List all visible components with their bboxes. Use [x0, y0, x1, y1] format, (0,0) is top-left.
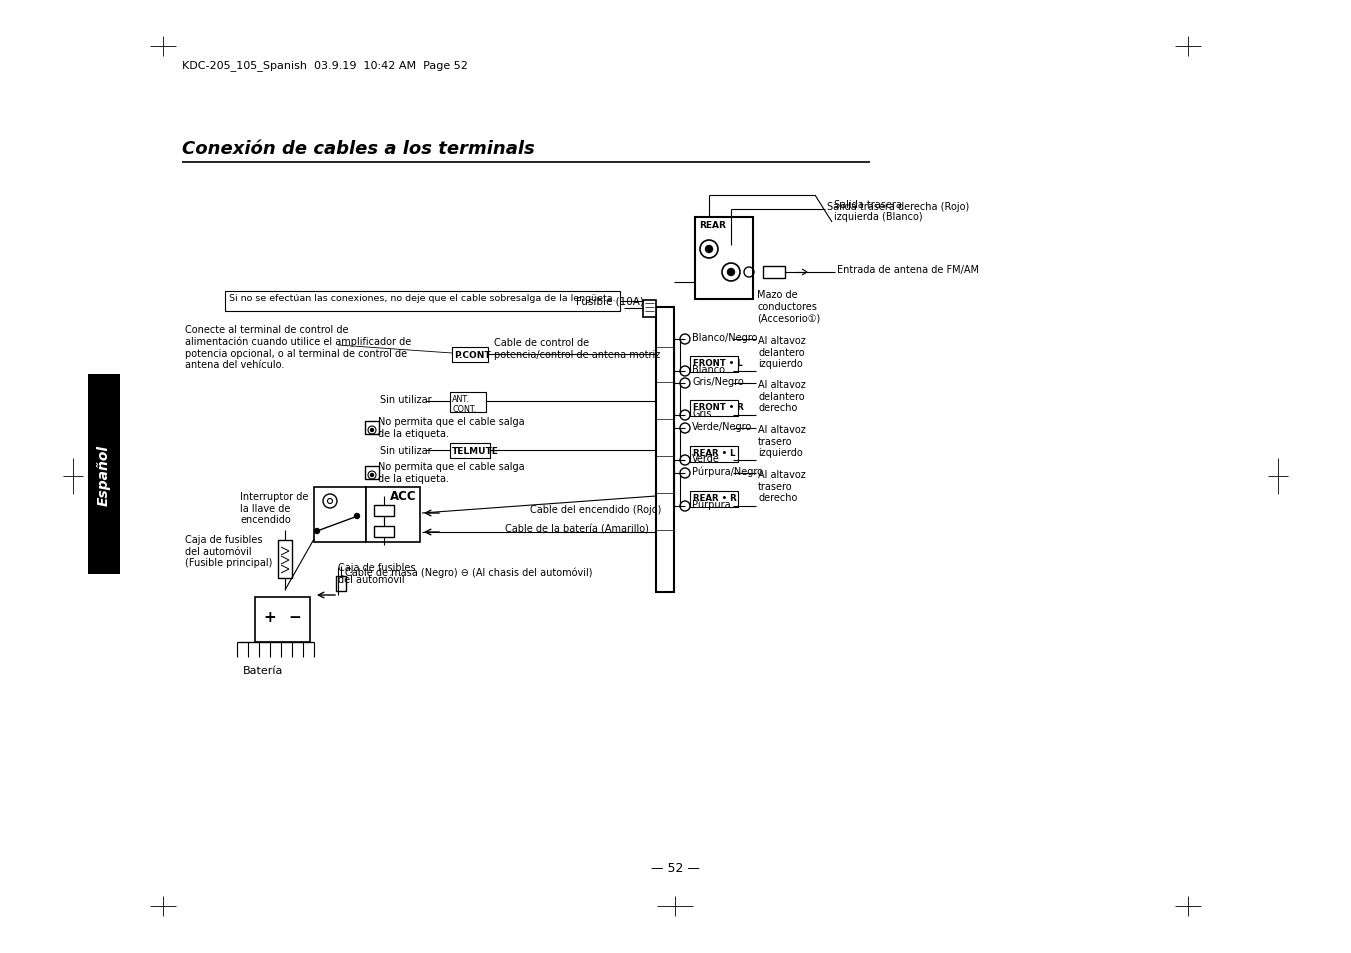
Text: Al altavoz
trasero
derecho: Al altavoz trasero derecho [758, 470, 805, 502]
Text: Conexión de cables a los terminals: Conexión de cables a los terminals [182, 140, 535, 158]
Bar [374, 505, 394, 517]
Bar [88, 375, 120, 575]
Text: Al altavoz
delantero
izquierdo: Al altavoz delantero izquierdo [758, 335, 805, 369]
Text: ACC: ACC [390, 490, 416, 502]
Bar [694, 218, 753, 299]
Bar [763, 267, 785, 278]
Text: Español: Español [97, 444, 111, 505]
Text: — 52 —: — 52 — [651, 862, 700, 874]
Text: Al altavoz
trasero
izquierdo: Al altavoz trasero izquierdo [758, 424, 805, 457]
Text: Púrpura: Púrpura [692, 499, 731, 510]
Text: Blanco/Negro: Blanco/Negro [692, 333, 758, 343]
Text: Batería: Batería [243, 665, 284, 676]
Text: REAR • R: REAR • R [693, 494, 736, 502]
Text: FRONT • L: FRONT • L [693, 358, 743, 368]
Bar [643, 301, 657, 317]
Text: −: − [289, 610, 301, 625]
Text: Caja de fusibles
del automóvil
(Fusible principal): Caja de fusibles del automóvil (Fusible … [185, 535, 273, 568]
Text: Fusible (10A): Fusible (10A) [576, 296, 644, 307]
Bar [374, 526, 394, 537]
Text: FRONT • R: FRONT • R [693, 402, 744, 412]
Text: REAR • L: REAR • L [693, 449, 735, 457]
Text: No permita que el cable salga
de la etiqueta.: No permita que el cable salga de la etiq… [378, 461, 524, 483]
Text: Cable de masa (Negro) ⊖ (Al chasis del automóvil): Cable de masa (Negro) ⊖ (Al chasis del a… [345, 567, 593, 578]
Text: Verde/Negro: Verde/Negro [692, 421, 753, 432]
Text: Cable de control de
potencia/control de antena motriz: Cable de control de potencia/control de … [494, 337, 661, 359]
Bar [313, 488, 366, 542]
Text: Si no se efectúan las conexiones, no deje que el cable sobresalga de la lengüeta: Si no se efectúan las conexiones, no dej… [230, 294, 616, 303]
Text: ANT.
CONT.: ANT. CONT. [453, 395, 476, 414]
Text: Interruptor de
la llave de
encendido: Interruptor de la llave de encendido [240, 492, 308, 525]
Circle shape [705, 246, 712, 253]
Text: No permita que el cable salga
de la etiqueta.: No permita que el cable salga de la etiq… [378, 416, 524, 438]
Bar [226, 292, 620, 312]
Text: Salida trasera derecha (Rojo): Salida trasera derecha (Rojo) [827, 202, 969, 212]
Bar [336, 577, 346, 592]
Text: Verde: Verde [692, 454, 720, 463]
Text: Gris: Gris [692, 409, 712, 418]
Text: Cable del encendido (Rojo): Cable del encendido (Rojo) [530, 504, 662, 515]
Bar [453, 348, 488, 363]
Text: Caja de fusibles
del automóvil: Caja de fusibles del automóvil [338, 562, 416, 584]
Circle shape [370, 474, 373, 477]
Bar [365, 467, 380, 479]
Circle shape [727, 269, 735, 276]
Text: Al altavoz
delantero
derecho: Al altavoz delantero derecho [758, 379, 805, 413]
Text: Salida trasera
izquierda (Blanco): Salida trasera izquierda (Blanco) [834, 200, 923, 221]
Text: +: + [263, 610, 277, 625]
Bar [366, 488, 420, 542]
Text: TELMUTE: TELMUTE [453, 447, 499, 456]
Text: Gris/Negro: Gris/Negro [692, 376, 744, 387]
Text: Sin utilizar: Sin utilizar [380, 446, 431, 456]
Text: Entrada de antena de FM/AM: Entrada de antena de FM/AM [838, 265, 979, 274]
Text: Mazo de
conductores
(Accesorio①): Mazo de conductores (Accesorio①) [757, 290, 820, 323]
Circle shape [315, 529, 319, 534]
Bar [690, 356, 738, 373]
Text: Púrpura/Negro: Púrpura/Negro [692, 467, 763, 477]
Bar [450, 393, 486, 413]
Bar [450, 443, 490, 458]
Bar [690, 447, 738, 462]
Text: Cable de la batería (Amarillo): Cable de la batería (Amarillo) [505, 524, 648, 535]
Text: KDC-205_105_Spanish  03.9.19  10:42 AM  Page 52: KDC-205_105_Spanish 03.9.19 10:42 AM Pag… [182, 60, 467, 71]
Text: Blanco: Blanco [692, 365, 725, 375]
Bar [278, 540, 292, 578]
Bar [690, 400, 738, 416]
Circle shape [354, 514, 359, 519]
Bar [255, 598, 309, 642]
Text: P.CONT: P.CONT [454, 351, 490, 359]
Text: REAR: REAR [698, 221, 725, 230]
Bar [690, 492, 738, 507]
Circle shape [370, 429, 373, 432]
Bar [657, 308, 674, 593]
Text: Sin utilizar: Sin utilizar [380, 395, 431, 405]
Text: Conecte al terminal de control de
alimentación cuando utilice el amplificador de: Conecte al terminal de control de alimen… [185, 325, 411, 370]
Bar [365, 421, 380, 435]
